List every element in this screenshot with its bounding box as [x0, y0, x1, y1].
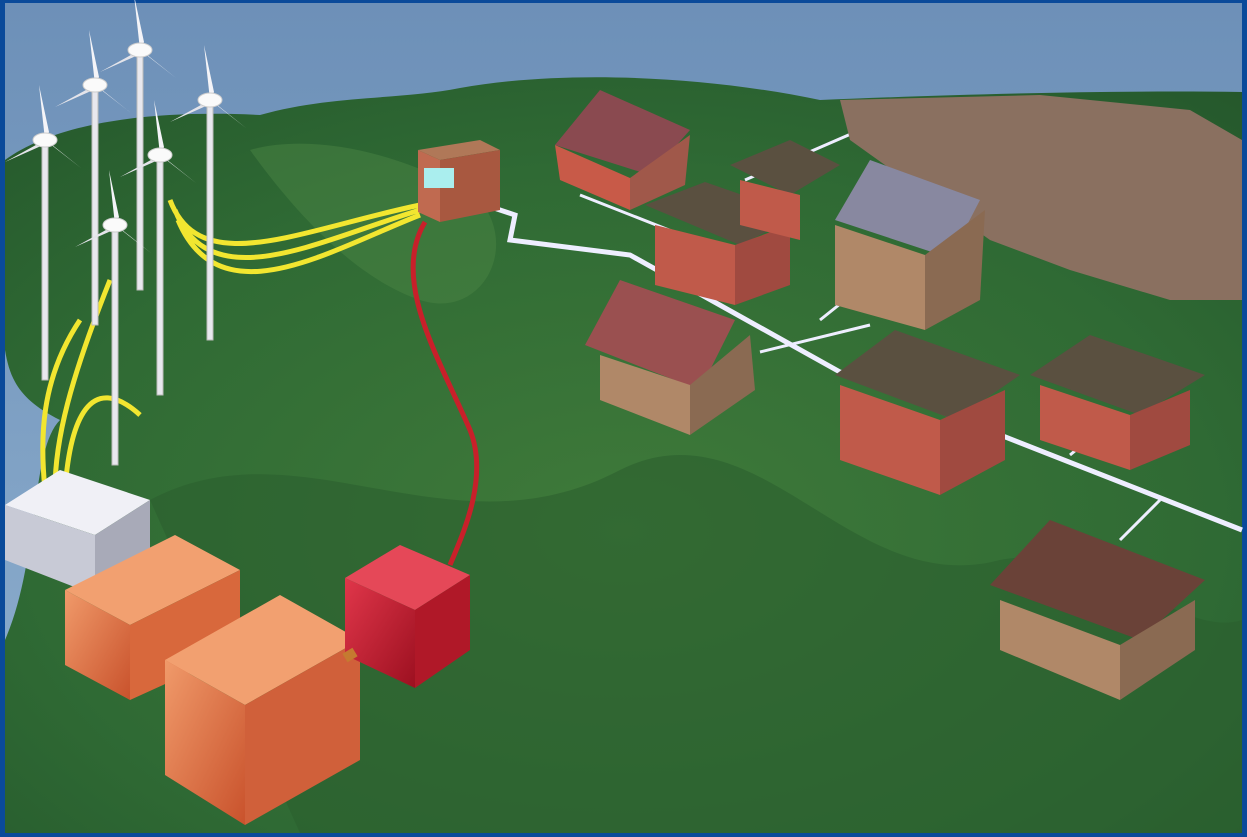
house-roof	[835, 160, 980, 258]
control-building-window	[424, 168, 454, 188]
house-roof	[990, 520, 1205, 640]
battery-box-top	[5, 470, 150, 535]
turbine-cable	[167, 199, 421, 275]
house-wall	[1130, 390, 1190, 470]
generator-cable	[410, 220, 480, 566]
shaft	[342, 647, 358, 663]
house-wall	[1040, 385, 1130, 470]
generator	[130, 570, 240, 700]
house-wall	[740, 180, 800, 240]
inverter	[345, 578, 415, 688]
house-roof	[835, 330, 1020, 420]
house-roof	[1030, 335, 1205, 415]
inverter	[415, 575, 470, 688]
houses	[555, 90, 1242, 700]
town-blocks	[840, 95, 1242, 300]
generator-top	[165, 595, 360, 705]
house-wall	[1000, 600, 1120, 700]
house-wall	[555, 145, 630, 210]
generator	[245, 640, 360, 825]
house-wall	[835, 225, 925, 330]
inverter-top	[345, 545, 470, 610]
house-wall	[840, 385, 940, 495]
house-wall	[690, 335, 755, 435]
house-wall	[1120, 600, 1195, 700]
generator	[165, 660, 245, 825]
house-roof	[730, 140, 840, 195]
generator	[65, 590, 130, 700]
battery-box	[5, 505, 95, 595]
house-wall	[600, 355, 690, 435]
generator-top	[65, 535, 240, 625]
house-wall	[655, 225, 735, 305]
control-building-roof	[418, 140, 500, 160]
house-roof	[555, 90, 690, 175]
terrain-shade	[150, 455, 1242, 833]
house-wall	[925, 210, 985, 330]
house-roof	[585, 280, 735, 390]
control-building-wall	[440, 150, 500, 222]
house-wall	[940, 390, 1005, 495]
house-wall	[735, 225, 790, 305]
house-wall	[630, 135, 690, 210]
